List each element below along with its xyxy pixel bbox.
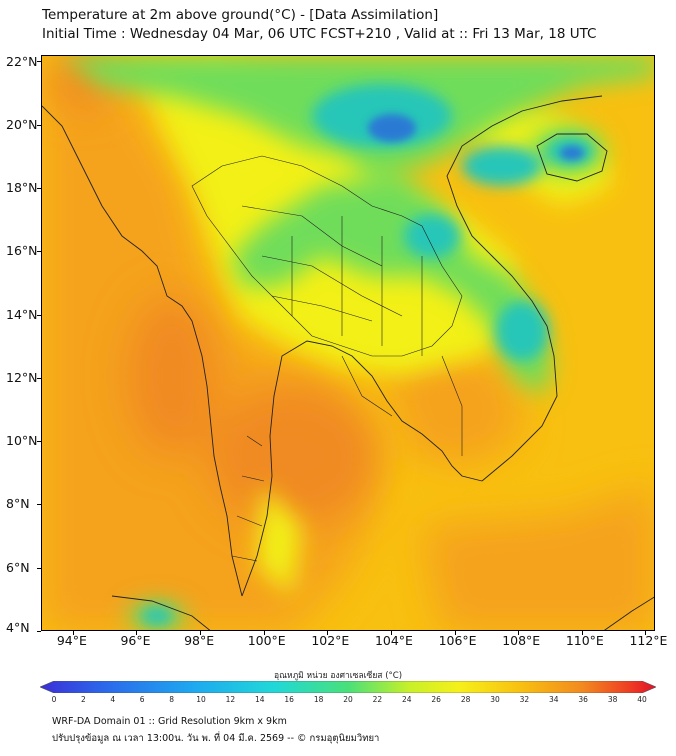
lat-tick (37, 124, 41, 126)
lon-label: 102°E (311, 633, 350, 648)
colorbar-tick-label: 22 (372, 695, 383, 704)
lat-tick (37, 631, 41, 632)
lon-tick (645, 631, 647, 635)
coastline (42, 105, 243, 597)
colorbar-tick-label: 24 (402, 695, 412, 704)
lon-label: 106°E (438, 633, 477, 648)
lat-tick (37, 441, 41, 443)
temperature-map (41, 55, 655, 631)
lat-tick (37, 314, 41, 316)
lon-tick (390, 631, 392, 635)
lon-label: 112°E (629, 633, 668, 648)
colorbar-tick-label: 0 (51, 695, 57, 704)
colorbar-tick-label: 14 (255, 695, 265, 704)
lon-label: 108°E (502, 633, 541, 648)
lon-tick (200, 631, 202, 635)
colorbar-tick-label: 12 (225, 695, 236, 704)
cold-blue-field (368, 114, 584, 160)
colorbar-title: อุณหภูมิ หน่วย องศาเซลเซียส (°C) (273, 671, 403, 681)
province-borders (241, 205, 463, 456)
hainan-coastline (536, 133, 608, 182)
lat-label: 16°N (6, 243, 38, 259)
lat-label: 8°N (6, 496, 30, 512)
lon-tick (518, 631, 520, 635)
lat-tick (37, 504, 41, 506)
boundary-lines (42, 95, 654, 630)
colorbar-tick-label: 32 (519, 695, 530, 704)
colorbar-tick-label: 6 (139, 695, 145, 704)
lon-tick (327, 631, 329, 635)
lat-label: 6°N (6, 559, 30, 575)
peninsula-borders (231, 435, 265, 562)
colorbar-tick-label: 20 (343, 695, 353, 704)
lat-label: 22°N (6, 54, 38, 69)
lat-tick (37, 61, 41, 63)
colorbar-tick-label: 40 (637, 695, 647, 704)
footer-resolution: WRF-DA Domain 01 :: Grid Resolution 9km … (52, 716, 287, 727)
lon-label: 96°E (120, 633, 151, 648)
colorbar-tick-label: 18 (313, 695, 324, 704)
lat-tick (37, 251, 41, 253)
footer-update-info: ปรับปรุงข้อมูล ณ เวลา 13:00น. วัน พ. ที่… (52, 733, 380, 744)
country-border (191, 155, 463, 357)
gulf-coastline (241, 340, 483, 597)
lon-tick (581, 631, 583, 635)
vietnam-coastline (446, 95, 603, 482)
colorbar-tick-label: 28 (460, 695, 471, 704)
lat-tick (37, 377, 41, 379)
lat-label: 10°N (6, 433, 38, 449)
colorbar-tick-label: 16 (284, 695, 294, 704)
lon-label: 100°E (247, 633, 286, 648)
colorbar (40, 681, 656, 693)
colorbar-tick-label: 10 (196, 695, 206, 704)
hot-core-field (52, 56, 377, 526)
lon-tick (72, 631, 74, 635)
lon-label: 110°E (565, 633, 604, 648)
lat-label: 4°N (6, 620, 30, 635)
lat-label: 18°N (6, 179, 38, 195)
lat-label: 20°N (6, 116, 38, 132)
colorbar-tick-label: 4 (110, 695, 116, 704)
lat-tick (37, 187, 41, 189)
sumatra-coastline (111, 595, 211, 630)
lat-label: 14°N (6, 306, 38, 322)
colorbar-tick-label: 2 (81, 695, 86, 704)
borneo-coastline (604, 596, 654, 630)
colorbar-tick-label: 36 (578, 695, 588, 704)
lon-label: 104°E (374, 633, 413, 648)
colorbar-tick-label: 30 (490, 695, 500, 704)
map-subtitle: Initial Time : Wednesday 04 Mar, 06 UTC … (42, 26, 597, 42)
colorbar-tick-label: 26 (431, 695, 441, 704)
map-title: Temperature at 2m above ground(°C) - [Da… (42, 7, 439, 23)
lon-tick (136, 631, 138, 635)
lon-label: 94°E (56, 633, 87, 648)
map-canvas (42, 56, 654, 630)
lon-label: 98°E (184, 633, 215, 648)
lat-tick (37, 567, 41, 569)
lon-tick (263, 631, 265, 635)
colorbar-tick-label: 34 (549, 695, 559, 704)
colorbar-tick-label: 38 (607, 695, 618, 704)
lon-tick (454, 631, 456, 635)
lat-label: 12°N (6, 369, 38, 385)
colorbar-tick-label: 8 (169, 695, 174, 704)
